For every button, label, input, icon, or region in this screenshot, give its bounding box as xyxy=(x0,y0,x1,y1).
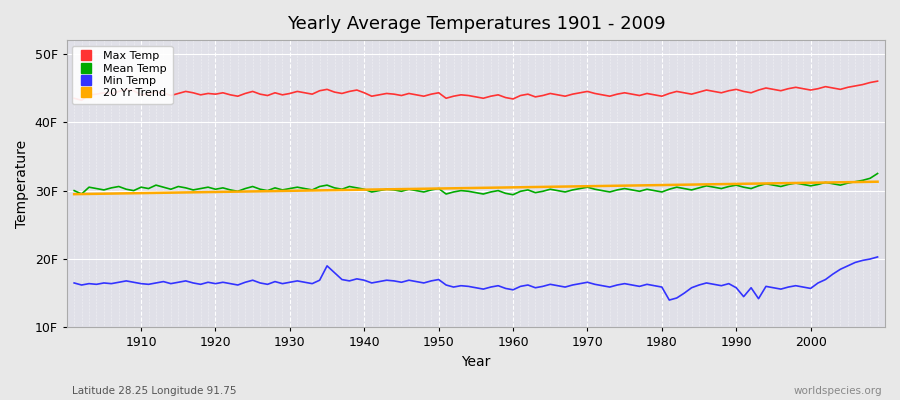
Mean Temp xyxy=(129,188,140,193)
20 Yr Trend xyxy=(597,184,608,188)
Mean Temp xyxy=(337,187,347,192)
Title: Yearly Average Temperatures 1901 - 2009: Yearly Average Temperatures 1901 - 2009 xyxy=(286,15,665,33)
Min Temp xyxy=(872,254,883,259)
Max Temp xyxy=(508,96,518,101)
Max Temp xyxy=(300,90,310,95)
Min Temp xyxy=(337,277,347,282)
Mean Temp xyxy=(605,190,616,194)
Min Temp xyxy=(664,298,675,302)
Max Temp xyxy=(76,98,87,103)
Max Temp xyxy=(515,93,526,98)
Text: Latitude 28.25 Longitude 91.75: Latitude 28.25 Longitude 91.75 xyxy=(72,386,237,396)
20 Yr Trend xyxy=(292,188,302,193)
Line: Min Temp: Min Temp xyxy=(74,257,878,300)
Text: worldspecies.org: worldspecies.org xyxy=(794,386,882,396)
20 Yr Trend xyxy=(872,179,883,184)
Mean Temp xyxy=(292,185,302,190)
Mean Temp xyxy=(872,171,883,176)
20 Yr Trend xyxy=(68,192,79,196)
Line: 20 Yr Trend: 20 Yr Trend xyxy=(74,182,878,194)
Max Temp xyxy=(68,96,79,101)
Legend: Max Temp, Mean Temp, Min Temp, 20 Yr Trend: Max Temp, Mean Temp, Min Temp, 20 Yr Tre… xyxy=(72,46,173,104)
Max Temp xyxy=(136,92,147,97)
Mean Temp xyxy=(515,189,526,194)
Min Temp xyxy=(597,283,608,288)
20 Yr Trend xyxy=(508,185,518,190)
Y-axis label: Temperature: Temperature xyxy=(15,140,29,228)
20 Yr Trend xyxy=(337,188,347,192)
Line: Max Temp: Max Temp xyxy=(74,81,878,100)
Max Temp xyxy=(605,94,616,99)
Min Temp xyxy=(292,278,302,283)
20 Yr Trend xyxy=(129,191,140,196)
Min Temp xyxy=(500,286,511,291)
Max Temp xyxy=(344,89,355,94)
Min Temp xyxy=(508,287,518,292)
Line: Mean Temp: Mean Temp xyxy=(74,174,878,195)
Min Temp xyxy=(129,280,140,285)
Mean Temp xyxy=(508,192,518,197)
Max Temp xyxy=(872,79,883,84)
20 Yr Trend xyxy=(500,185,511,190)
Min Temp xyxy=(68,280,79,285)
Mean Temp xyxy=(68,188,79,193)
Mean Temp xyxy=(500,191,511,196)
X-axis label: Year: Year xyxy=(461,355,491,369)
